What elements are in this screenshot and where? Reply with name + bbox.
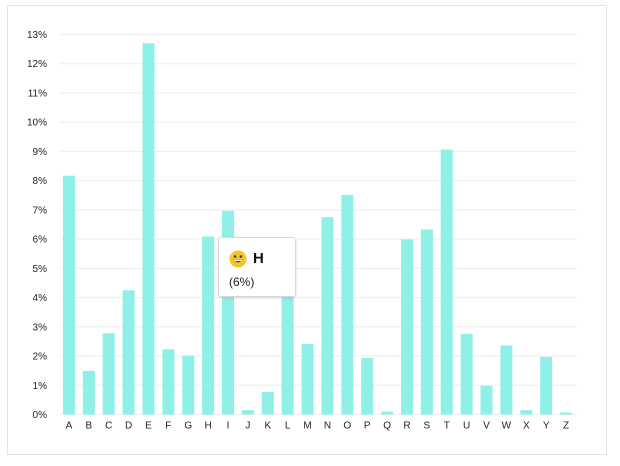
x-tick-label: B [85, 421, 92, 432]
x-tick-label: C [105, 421, 112, 432]
bar-Q[interactable] [381, 411, 394, 415]
x-tick-label: I [227, 421, 230, 432]
x-tick-label: F [165, 421, 171, 432]
x-tick-label: E [145, 421, 152, 432]
bar-tooltip: H (6%) [218, 237, 296, 297]
x-tick-label: K [264, 421, 271, 432]
x-tick-label: Q [383, 421, 391, 432]
y-tick-label: 2% [33, 352, 48, 363]
bar-K[interactable] [261, 391, 274, 415]
bar-N[interactable] [321, 217, 334, 415]
y-tick-label: 3% [33, 322, 48, 333]
x-tick-label: A [66, 421, 73, 432]
y-axis-tick-labels: 0% 1% 2% 3% 4% 5% 6% 7% 8% 9% 10% 11% 12% 13% [27, 30, 47, 421]
x-tick-label: R [403, 421, 410, 432]
bar-P[interactable] [361, 358, 374, 415]
bar-V[interactable] [480, 385, 493, 415]
x-tick-label: Y [543, 421, 550, 432]
bar-C[interactable] [102, 333, 115, 415]
bar-D[interactable] [122, 290, 135, 415]
bar-B[interactable] [82, 370, 95, 415]
y-tick-label: 1% [33, 381, 48, 392]
grinning-face-emoji-icon [229, 250, 247, 268]
x-tick-label: L [285, 421, 291, 432]
x-tick-label: O [343, 421, 351, 432]
bar-Y[interactable] [540, 356, 553, 415]
x-tick-label: V [483, 421, 490, 432]
x-tick-label: U [463, 421, 470, 432]
x-tick-label: P [364, 421, 371, 432]
x-tick-label: J [245, 421, 250, 432]
bar-X[interactable] [520, 410, 533, 415]
tooltip-value: (6%) [229, 275, 255, 289]
x-tick-label: T [444, 421, 450, 432]
y-tick-label: 9% [33, 147, 48, 158]
y-tick-label: 5% [33, 264, 48, 275]
x-tick-label: G [184, 421, 192, 432]
grid-lines [60, 34, 577, 415]
y-tick-label: 11% [28, 88, 47, 99]
bars [62, 43, 573, 415]
bar-O[interactable] [341, 194, 354, 415]
bar-L[interactable] [281, 296, 294, 415]
y-tick-label: 7% [33, 205, 48, 216]
y-tick-label: 4% [33, 293, 48, 304]
x-tick-label: H [205, 421, 212, 432]
x-tick-label: X [523, 421, 530, 432]
bar-W[interactable] [500, 345, 513, 415]
bar-A[interactable] [62, 175, 75, 415]
x-tick-label: M [303, 421, 311, 432]
bar-F[interactable] [162, 349, 175, 415]
bar-U[interactable] [460, 333, 473, 415]
bar-R[interactable] [400, 239, 413, 415]
x-tick-label: N [324, 421, 331, 432]
bar-T[interactable] [440, 149, 453, 415]
bar-G[interactable] [182, 355, 195, 415]
bar-M[interactable] [301, 344, 314, 415]
tooltip-title: H [253, 250, 264, 267]
bar-H[interactable] [202, 236, 215, 415]
bar-S[interactable] [420, 229, 433, 415]
y-tick-label: 13% [27, 30, 47, 41]
y-tick-label: 8% [33, 176, 48, 187]
x-tick-label: D [125, 421, 132, 432]
bar-E[interactable] [142, 43, 155, 415]
y-tick-label: 6% [33, 235, 48, 246]
x-tick-label: S [424, 421, 431, 432]
y-tick-label: 12% [27, 59, 47, 70]
x-tick-label: W [502, 421, 512, 432]
x-tick-label: Z [563, 421, 569, 432]
bar-Z[interactable] [560, 412, 573, 415]
y-tick-label: 0% [33, 410, 48, 421]
bar-J[interactable] [241, 410, 254, 415]
y-tick-label: 10% [27, 118, 47, 129]
